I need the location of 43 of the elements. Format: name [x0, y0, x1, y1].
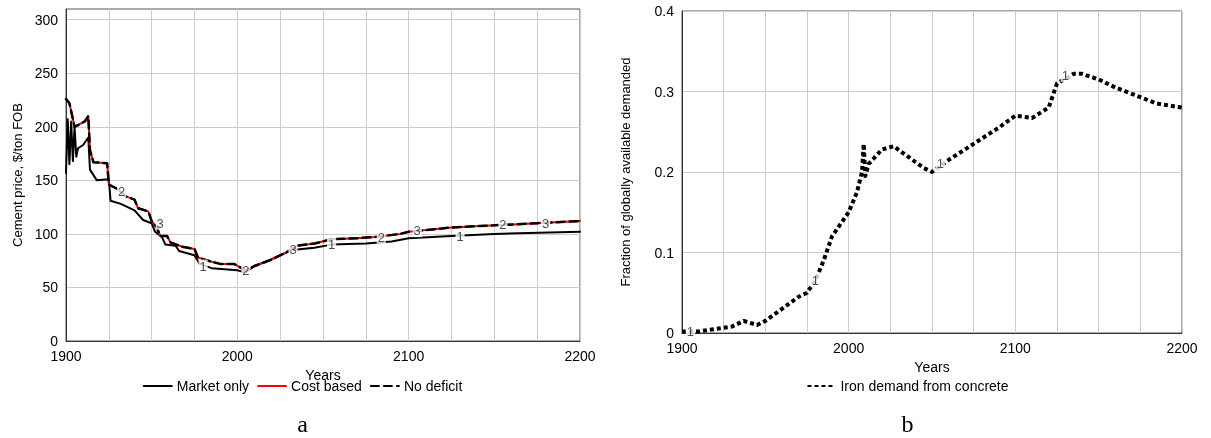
y-tick-label: 200	[34, 118, 59, 135]
y-tick-label: 0.4	[654, 3, 675, 19]
y-tick-label: 50	[42, 279, 59, 296]
legend-label: Iron demand from concrete	[840, 378, 1009, 394]
annotation: 2	[499, 216, 507, 232]
text: a	[297, 411, 309, 437]
y-tick-label: 250	[34, 65, 59, 82]
annotation: 2	[242, 262, 250, 278]
y-tick-label: 0.3	[654, 83, 675, 100]
annotation: 1	[936, 156, 944, 172]
annotation: 1	[811, 273, 819, 289]
x-tick-label: 2200	[564, 348, 596, 364]
y-axis-title: Cement price, $/ton FOB	[9, 103, 25, 247]
annotation: 3	[156, 215, 164, 231]
legend-label: No deficit	[403, 378, 463, 394]
y-axis-title: Fraction of globally available demanded	[618, 57, 633, 287]
annotation: 2	[377, 229, 385, 245]
y-tick-label: 0.1	[654, 244, 675, 261]
annotation: 1	[327, 237, 336, 253]
annotation: 3	[413, 223, 421, 239]
x-axis-title: Years	[914, 358, 950, 375]
annotation: 3	[542, 215, 550, 231]
annotation: 3	[289, 242, 297, 258]
annotation: 1	[686, 323, 694, 339]
text: b	[901, 411, 914, 437]
x-tick-label: 2100	[999, 340, 1032, 356]
legend-label: Market only	[176, 378, 250, 394]
annotation: 1	[1061, 67, 1069, 83]
x-tick-label: 2100	[393, 348, 425, 364]
annotation: 1	[456, 228, 464, 244]
y-tick-label: 0	[50, 333, 59, 349]
x-tick-label: 2200	[1166, 340, 1198, 356]
y-tick-label: 300	[34, 11, 59, 28]
y-tick-label: 0.2	[654, 164, 675, 180]
annotation: 1	[199, 258, 207, 274]
x-tick-label: 1900	[50, 348, 82, 364]
y-tick-label: 0	[666, 325, 675, 341]
x-tick-label: 2000	[221, 348, 254, 364]
y-tick-label: 100	[34, 225, 59, 242]
x-tick-label: 1900	[666, 340, 698, 356]
y-tick-label: 150	[34, 172, 59, 189]
annotation: 2	[118, 183, 126, 199]
x-tick-label: 2000	[833, 340, 865, 356]
